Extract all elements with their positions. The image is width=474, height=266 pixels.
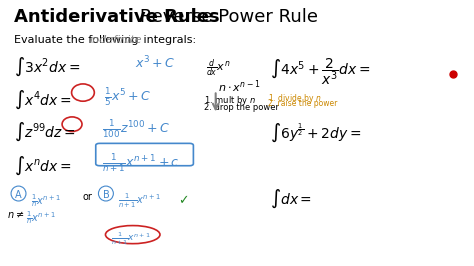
Text: $\frac{1}{100}z^{100} + C$: $\frac{1}{100}z^{100} + C$	[102, 118, 170, 140]
Text: $\checkmark$: $\checkmark$	[178, 194, 188, 207]
Text: indefinite: indefinite	[90, 35, 143, 45]
Text: $\int dx =$: $\int dx =$	[270, 188, 312, 210]
Text: $\int x^ndx =$: $\int x^ndx =$	[14, 154, 72, 177]
Text: $\int 6y^{\frac{1}{2}} + 2dy =$: $\int 6y^{\frac{1}{2}} + 2dy =$	[270, 121, 362, 144]
Text: : Reverse Power Rule: : Reverse Power Rule	[128, 8, 318, 26]
Text: $\mathregular{A}$: $\mathregular{A}$	[14, 188, 23, 200]
Text: $\frac{d}{dx}x^n$: $\frac{d}{dx}x^n$	[206, 57, 230, 79]
Text: $n\neq$: $n\neq$	[7, 209, 24, 220]
Text: $n \cdot x^{n-1}$: $n \cdot x^{n-1}$	[218, 78, 261, 95]
Text: $\int z^{99}dz =$: $\int z^{99}dz =$	[14, 121, 76, 143]
Text: $\frac{1}{n}x^{n+1}$: $\frac{1}{n}x^{n+1}$	[31, 192, 61, 209]
Text: $\frac{1}{n}x^{n+1}$: $\frac{1}{n}x^{n+1}$	[26, 209, 56, 226]
Text: $\frac{1}{5}x^5 + C$: $\frac{1}{5}x^5 + C$	[104, 86, 151, 108]
Text: $x^3 + C$: $x^3 + C$	[135, 55, 175, 71]
Text: or: or	[83, 192, 93, 202]
Text: $\frac{1}{n+1}x^{n+1}$: $\frac{1}{n+1}x^{n+1}$	[111, 230, 151, 247]
Text: 1. divide by $n$: 1. divide by $n$	[268, 92, 321, 105]
Text: Evaluate the following: Evaluate the following	[14, 35, 142, 45]
Text: $\int x^4dx =$: $\int x^4dx =$	[14, 89, 72, 111]
Text: 2. raise the power: 2. raise the power	[268, 99, 337, 108]
Text: $\int 4x^5 + \dfrac{2}{x^3}dx =$: $\int 4x^5 + \dfrac{2}{x^3}dx =$	[270, 56, 371, 87]
Text: $\mathregular{B}$: $\mathregular{B}$	[102, 188, 110, 200]
Text: $\frac{1}{n+1}x^{n+1}$: $\frac{1}{n+1}x^{n+1}$	[118, 192, 161, 210]
Text: Antiderivative Rules: Antiderivative Rules	[14, 8, 220, 26]
Text: integrals:: integrals:	[140, 35, 196, 45]
Text: $\int 3x^2dx =$: $\int 3x^2dx =$	[14, 56, 81, 78]
Text: 1. mult by $n$: 1. mult by $n$	[204, 94, 256, 107]
Text: 2. drop the power: 2. drop the power	[204, 103, 279, 112]
Text: $\frac{1}{n+1}x^{n+1}+c$: $\frac{1}{n+1}x^{n+1}+c$	[102, 152, 180, 174]
